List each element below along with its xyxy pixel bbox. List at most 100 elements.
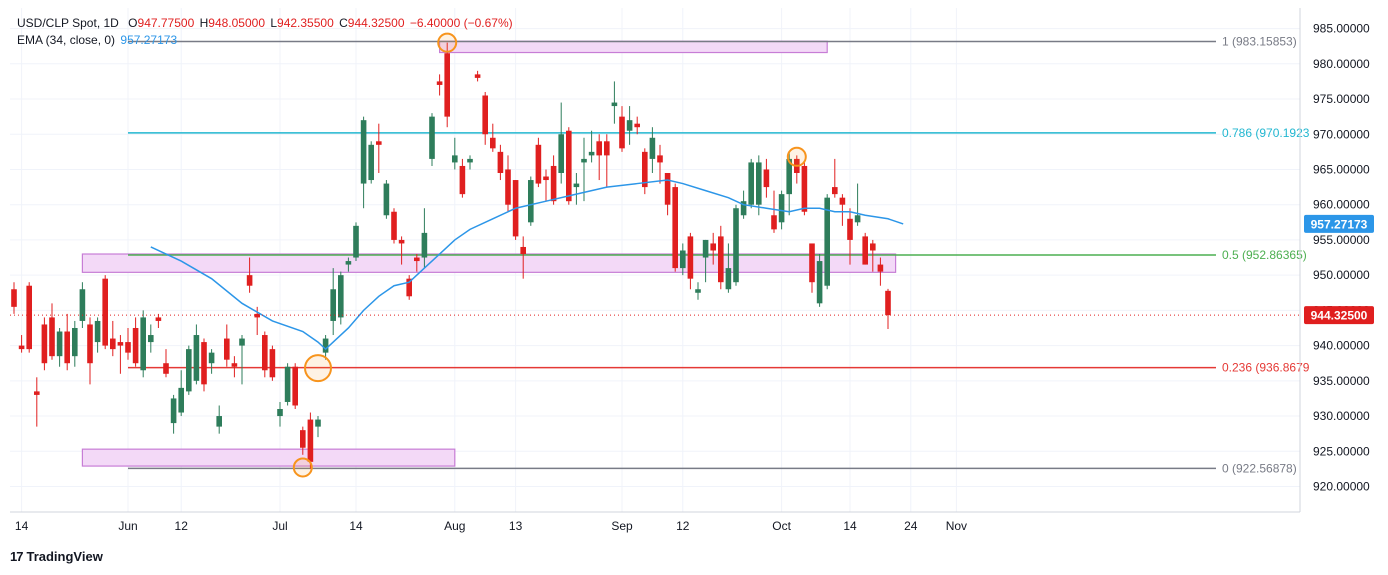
candle-up [284,366,291,402]
low-label: L [270,16,278,30]
candle-up [740,201,747,216]
candle-up [315,419,321,427]
fib-level-label: 0.236 (936.8679 [1222,361,1310,375]
candle-down [490,137,496,149]
fib-level-label: 1 (983.15853) [1222,35,1297,49]
highlight-circle [304,354,332,383]
candle-down [87,324,93,364]
x-tick-label: 12 [175,519,189,533]
candle-up [193,335,200,381]
candle-down [482,95,488,135]
candle-up [626,120,633,131]
candle-down [391,211,397,240]
candle-down [619,116,625,149]
x-tick-label: Jun [118,519,137,533]
candle-up [368,144,374,181]
candle-up [353,225,359,258]
candle-down [535,144,542,184]
rectangle-zones [81,40,897,467]
candle-down [254,313,260,318]
y-tick-label: 980.00000 [1313,57,1370,71]
candle-down [201,342,207,385]
zone-rectangle [81,448,456,467]
ema-series [150,179,904,351]
ema-line [150,179,904,351]
highlight-circle [292,457,313,478]
candle-down [596,141,602,156]
candle-down [269,349,276,378]
x-tick-label: 12 [676,519,690,533]
candle-up [94,320,101,343]
x-tick-label: 14 [15,519,29,533]
candle-down [710,243,716,251]
candle-up [148,335,154,343]
candle-up [216,416,222,427]
candle-down [862,236,868,265]
fib-level-label: 0.786 (970.1923 [1222,126,1310,140]
y-tick-label: 935.00000 [1313,374,1370,388]
y-tick-label: 985.00000 [1313,22,1370,36]
candle-down [763,169,770,188]
candle-down [231,363,238,367]
x-tick-label: 14 [349,519,363,533]
candle-down [110,338,116,350]
candle-down [11,289,17,307]
highlight-circle [786,146,807,167]
candle-up [649,137,656,159]
time-axis[interactable]: 14 Jun 12 Jul 14 Aug 13 Sep 12 Oct 14 24 Nov [15,519,967,533]
y-tick-label: 920.00000 [1313,480,1370,494]
ema-price-tag [1304,214,1374,233]
candle-down [870,243,876,251]
candle-up [588,151,595,156]
candle-down [64,331,70,364]
candle-down [771,215,777,230]
y-tick-label: 940.00000 [1313,339,1370,353]
candle-up [573,183,580,188]
candle-down [497,151,504,173]
candle-down [687,236,694,279]
candle-up [748,162,754,205]
candle-down [26,285,32,350]
close-label: C [339,16,348,30]
candle-up [345,261,352,265]
candle-up [854,215,861,223]
open-value: 947.77500 [137,16,195,30]
fib-retracement: 1 (983.15853) 0.786 (970.1923 0.5 (952.863… [128,35,1310,475]
y-tick-label: 965.00000 [1313,162,1370,176]
candle-up [56,331,63,357]
change-value: −6.40000 (−0.67%) [409,16,513,30]
y-tick-label: 975.00000 [1313,92,1370,106]
candle-down [246,275,253,286]
ema-price-tag-text: 957.27173 [1311,217,1368,231]
candle-down [664,172,671,205]
candle-down [41,324,48,364]
candle-down [657,155,663,163]
candle-up [581,158,587,163]
candle-down [672,187,678,269]
candle-up [140,317,146,371]
open-label: O [128,16,138,30]
candle-down [102,278,108,346]
candle-down [300,430,306,448]
candlestick-series [11,42,891,469]
candle-up [528,180,534,223]
last-price-tag-text: 944.32500 [1311,309,1368,323]
candle-down [436,81,443,85]
tradingview-brand[interactable]: 17 TradingView [10,549,103,564]
candle-up [330,289,336,321]
y-tick-label: 955.00000 [1313,233,1370,247]
candle-up [467,158,473,163]
price-axis[interactable]: 920.00000 925.00000 930.00000 935.00000 940.… [1313,22,1370,494]
last-price-tag [1304,306,1374,325]
high-label: H [199,16,209,30]
candle-down [117,342,124,346]
candle-down [634,123,640,128]
candle-down [307,419,314,462]
candle-down [132,327,139,364]
y-tick-label: 930.00000 [1313,409,1370,423]
legend-ohlc: USD/CLP Spot, 1D O947.77500 H948.05000 L… [17,16,515,30]
close-value: 944.32500 [347,16,405,30]
candle-down [444,53,450,117]
x-tick-label: Aug [444,519,465,533]
